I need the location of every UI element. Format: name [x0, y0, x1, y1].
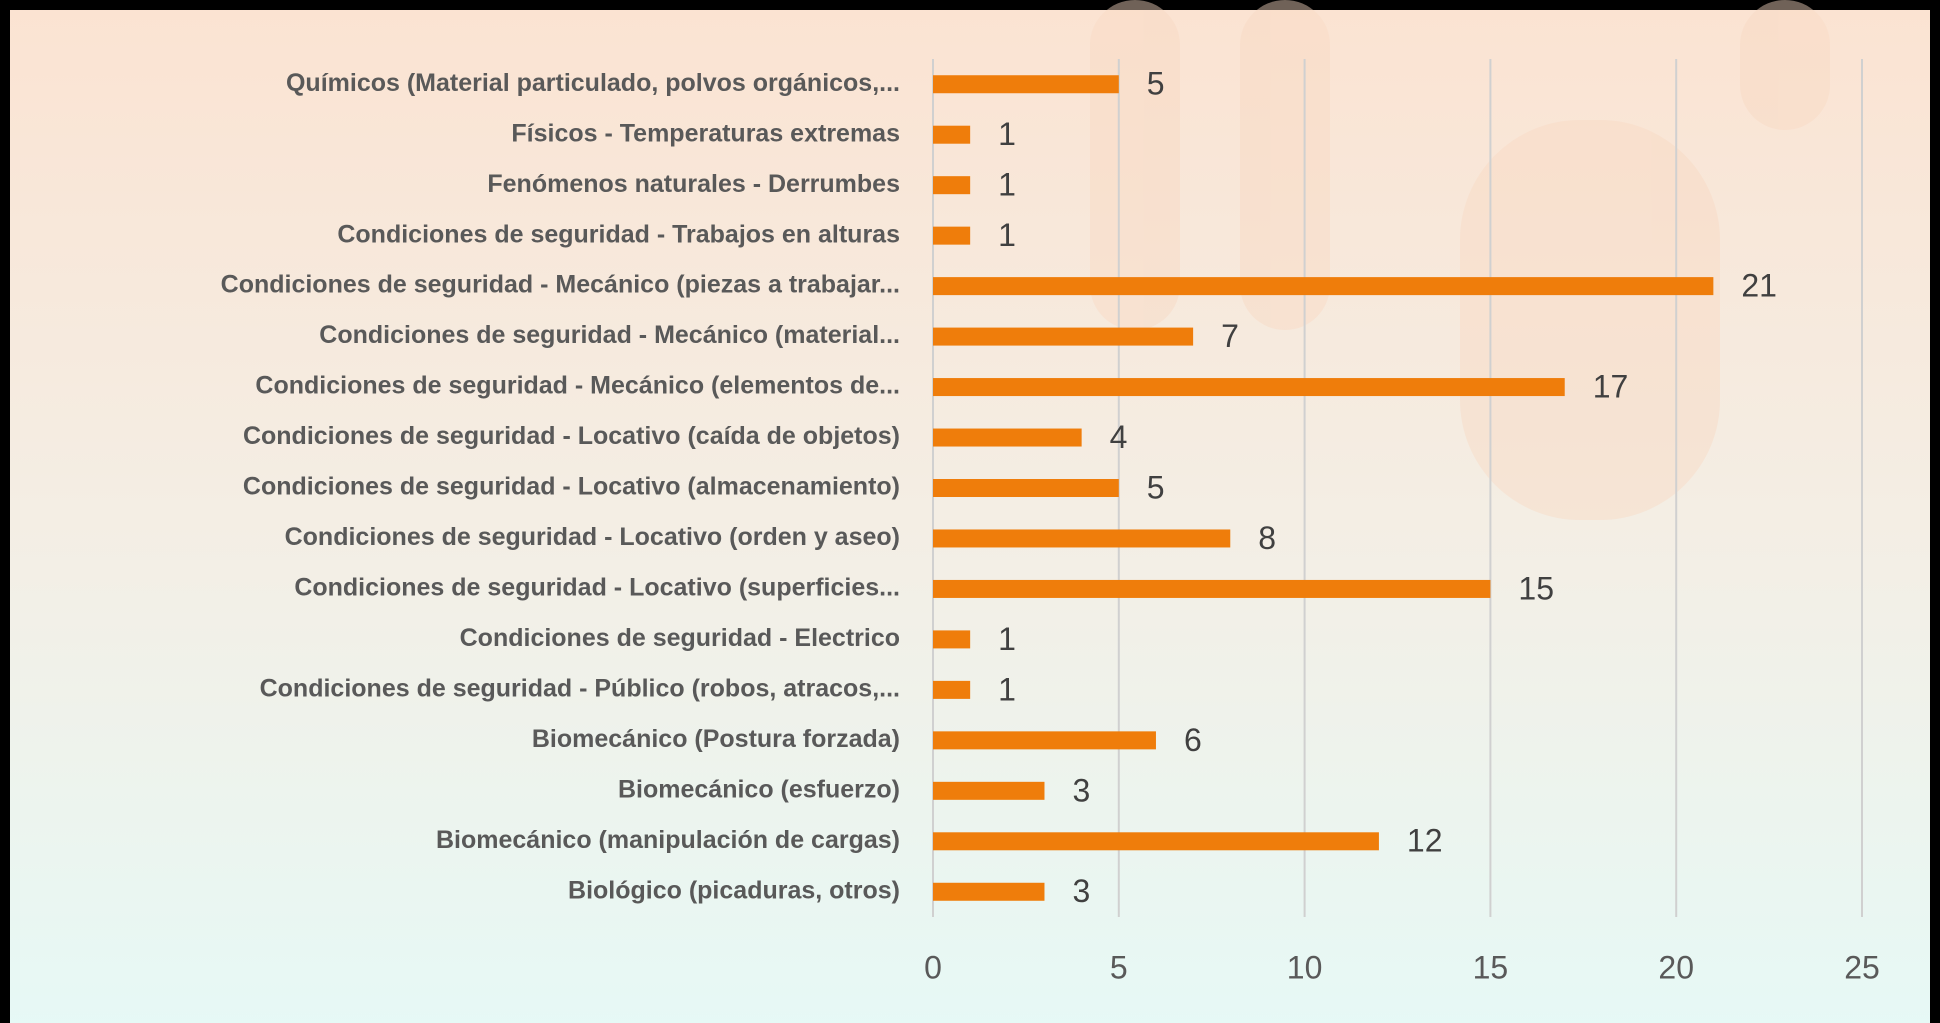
y-tick-label: Condiciones de seguridad - Electrico — [460, 624, 900, 652]
bar — [933, 580, 1490, 598]
y-tick-label: Físicos - Temperaturas extremas — [511, 119, 900, 147]
bar — [933, 529, 1230, 547]
y-tick-label: Químicos (Material particulado, polvos o… — [286, 69, 900, 97]
data-label: 7 — [1221, 318, 1239, 354]
y-tick-label: Condiciones de seguridad - Locativo (ord… — [285, 523, 900, 551]
y-tick-label: Condiciones de seguridad - Público (robo… — [260, 674, 900, 702]
y-tick-label: Condiciones de seguridad - Trabajos en a… — [337, 220, 900, 248]
y-tick-label: Condiciones de seguridad - Locativo (sup… — [294, 574, 900, 602]
bar — [933, 630, 970, 648]
bar — [933, 883, 1044, 901]
bar — [933, 479, 1119, 497]
y-tick-label: Biomecánico (Postura forzada) — [532, 725, 900, 753]
y-tick-label: Biológico (picaduras, otros) — [568, 876, 900, 904]
bar — [933, 126, 970, 144]
data-label: 12 — [1407, 823, 1443, 859]
y-tick-label: Condiciones de seguridad - Locativo (caí… — [243, 422, 900, 450]
bar — [933, 782, 1044, 800]
y-tick-label: Condiciones de seguridad - Mecánico (pie… — [221, 271, 900, 299]
data-label: 8 — [1258, 520, 1276, 556]
data-label: 1 — [998, 167, 1016, 203]
data-label: 17 — [1593, 369, 1629, 405]
chart: 0510152025Químicos (Material particulado… — [0, 0, 1940, 1023]
x-tick-label: 0 — [924, 949, 942, 985]
y-tick-label: Biomecánico (esfuerzo) — [618, 775, 900, 803]
bar — [933, 731, 1156, 749]
data-label: 3 — [1072, 772, 1090, 808]
bar — [933, 429, 1082, 447]
y-tick-label: Condiciones de seguridad - Mecánico (mat… — [319, 321, 900, 349]
x-tick-label: 20 — [1658, 949, 1694, 985]
bar — [933, 378, 1565, 396]
x-tick-label: 25 — [1844, 949, 1880, 985]
y-tick-label: Biomecánico (manipulación de cargas) — [436, 826, 900, 854]
y-tick-label: Fenómenos naturales - Derrumbes — [487, 170, 900, 198]
bar — [933, 328, 1193, 346]
data-label: 3 — [1072, 873, 1090, 909]
data-label: 15 — [1518, 570, 1554, 606]
bar — [933, 681, 970, 699]
bar — [933, 75, 1119, 93]
bar — [933, 227, 970, 245]
y-tick-label: Condiciones de seguridad - Mecánico (ele… — [255, 372, 900, 400]
x-tick-label: 15 — [1473, 949, 1509, 985]
data-label: 1 — [998, 671, 1016, 707]
y-tick-label: Condiciones de seguridad - Locativo (alm… — [243, 473, 900, 501]
data-label: 5 — [1147, 469, 1165, 505]
x-tick-label: 5 — [1110, 949, 1128, 985]
bar — [933, 832, 1379, 850]
data-label: 6 — [1184, 722, 1202, 758]
data-label: 21 — [1741, 268, 1777, 304]
data-label: 1 — [998, 621, 1016, 657]
data-label: 1 — [998, 217, 1016, 253]
data-label: 5 — [1147, 66, 1165, 102]
bar — [933, 277, 1713, 295]
x-tick-label: 10 — [1287, 949, 1323, 985]
data-label: 4 — [1110, 419, 1128, 455]
bar — [933, 176, 970, 194]
data-label: 1 — [998, 116, 1016, 152]
